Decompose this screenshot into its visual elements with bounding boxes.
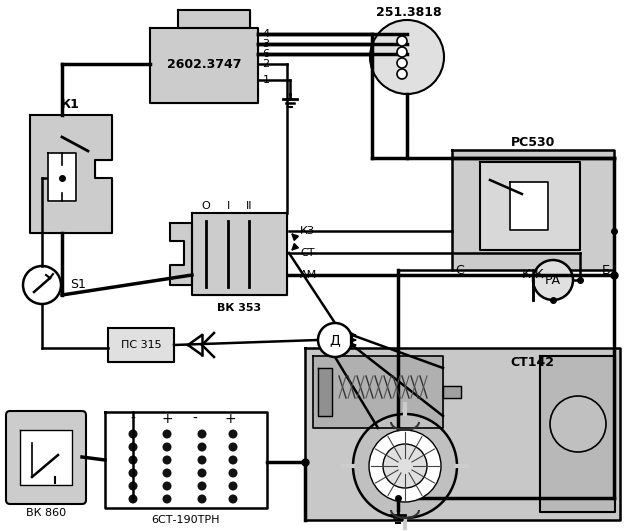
Circle shape <box>128 468 138 477</box>
Text: КЗ: КЗ <box>300 226 315 236</box>
Circle shape <box>550 396 606 452</box>
Text: O: O <box>202 201 210 211</box>
Text: S1: S1 <box>70 278 86 292</box>
Text: 6: 6 <box>262 49 269 59</box>
Polygon shape <box>443 386 461 398</box>
Text: ПС 315: ПС 315 <box>121 340 161 350</box>
Circle shape <box>128 482 138 491</box>
Text: 4: 4 <box>262 29 270 39</box>
Circle shape <box>229 494 237 503</box>
Circle shape <box>397 58 407 68</box>
Text: К1: К1 <box>60 98 79 110</box>
Text: СТ142: СТ142 <box>510 355 554 369</box>
Circle shape <box>533 260 573 300</box>
Text: С: С <box>456 263 464 277</box>
Text: 251.3818: 251.3818 <box>376 5 442 19</box>
Circle shape <box>163 430 171 439</box>
Text: +: + <box>161 412 173 426</box>
Text: 2602.3747: 2602.3747 <box>167 58 241 72</box>
Text: СТ: СТ <box>300 248 314 258</box>
Circle shape <box>229 442 237 451</box>
Polygon shape <box>192 213 287 295</box>
Polygon shape <box>108 328 174 362</box>
Circle shape <box>23 266 61 304</box>
Circle shape <box>369 430 441 502</box>
Circle shape <box>128 456 138 465</box>
Text: 1: 1 <box>262 75 269 85</box>
Text: +: + <box>224 412 236 426</box>
Polygon shape <box>313 356 443 428</box>
Circle shape <box>229 482 237 491</box>
Circle shape <box>397 69 407 79</box>
Circle shape <box>370 20 444 94</box>
Polygon shape <box>540 356 615 512</box>
Text: 2: 2 <box>262 59 270 69</box>
Polygon shape <box>20 430 72 485</box>
Text: I: I <box>226 201 230 211</box>
Circle shape <box>128 442 138 451</box>
Text: II: II <box>246 201 252 211</box>
Circle shape <box>397 47 407 57</box>
Circle shape <box>318 323 352 357</box>
Circle shape <box>128 430 138 439</box>
Text: -: - <box>131 412 135 426</box>
Text: ВК 353: ВК 353 <box>217 303 261 313</box>
Circle shape <box>128 494 138 503</box>
Text: Б: Б <box>602 263 610 277</box>
Circle shape <box>229 468 237 477</box>
Text: PC530: PC530 <box>511 135 555 149</box>
Polygon shape <box>305 348 620 520</box>
Polygon shape <box>30 115 112 233</box>
Polygon shape <box>48 153 76 201</box>
Circle shape <box>197 482 206 491</box>
Text: ВК 860: ВК 860 <box>26 508 66 518</box>
Polygon shape <box>480 162 580 250</box>
Circle shape <box>163 468 171 477</box>
Circle shape <box>163 456 171 465</box>
Circle shape <box>197 442 206 451</box>
Polygon shape <box>150 28 258 103</box>
Polygon shape <box>105 412 267 508</box>
Polygon shape <box>452 150 614 270</box>
Text: АМ: АМ <box>300 270 318 280</box>
Circle shape <box>197 494 206 503</box>
Circle shape <box>397 36 407 46</box>
Circle shape <box>229 430 237 439</box>
Text: РА: РА <box>545 273 561 287</box>
Text: К К: К К <box>522 268 544 280</box>
Text: -: - <box>192 412 197 426</box>
Circle shape <box>197 430 206 439</box>
Polygon shape <box>510 182 548 230</box>
Text: Д: Д <box>330 333 340 347</box>
Circle shape <box>197 456 206 465</box>
Text: 3: 3 <box>262 39 269 49</box>
Polygon shape <box>178 10 250 28</box>
Circle shape <box>353 414 457 518</box>
Circle shape <box>229 456 237 465</box>
Text: 6СТ-190ТРН: 6СТ-190ТРН <box>152 515 220 525</box>
Circle shape <box>383 444 427 488</box>
Circle shape <box>197 468 206 477</box>
Circle shape <box>163 494 171 503</box>
FancyBboxPatch shape <box>6 411 86 504</box>
Polygon shape <box>318 368 332 416</box>
Circle shape <box>163 482 171 491</box>
Polygon shape <box>170 223 192 285</box>
Circle shape <box>163 442 171 451</box>
